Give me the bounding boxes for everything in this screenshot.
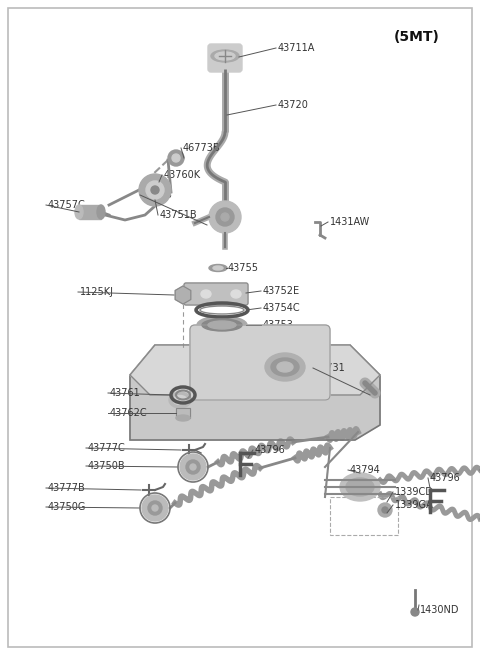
Polygon shape xyxy=(175,286,191,304)
Text: 1430ND: 1430ND xyxy=(420,605,459,615)
Text: 43751B: 43751B xyxy=(160,210,198,220)
Ellipse shape xyxy=(340,473,380,501)
Text: 43752E: 43752E xyxy=(263,286,300,296)
Circle shape xyxy=(139,174,171,206)
FancyBboxPatch shape xyxy=(184,283,248,305)
Text: 46773B: 46773B xyxy=(183,143,221,153)
Circle shape xyxy=(186,460,200,474)
Text: 43750G: 43750G xyxy=(48,502,86,512)
Ellipse shape xyxy=(75,205,83,219)
Text: 43761: 43761 xyxy=(110,388,141,398)
Ellipse shape xyxy=(201,290,211,298)
Text: 43754C: 43754C xyxy=(263,303,300,313)
Text: 43753: 43753 xyxy=(263,320,294,330)
Circle shape xyxy=(411,608,419,616)
Text: 43796: 43796 xyxy=(430,473,461,483)
Text: (5MT): (5MT) xyxy=(394,30,440,44)
Text: 1339GA: 1339GA xyxy=(395,500,433,510)
Circle shape xyxy=(146,181,164,199)
FancyBboxPatch shape xyxy=(190,325,330,400)
Text: 43731: 43731 xyxy=(315,363,346,373)
Ellipse shape xyxy=(265,353,305,381)
Circle shape xyxy=(142,495,168,521)
Circle shape xyxy=(382,507,388,513)
Text: 43711A: 43711A xyxy=(278,43,315,53)
Circle shape xyxy=(148,501,162,515)
Text: 1125KJ: 1125KJ xyxy=(80,287,114,297)
Ellipse shape xyxy=(176,415,190,421)
Ellipse shape xyxy=(346,478,374,496)
Circle shape xyxy=(209,201,241,233)
Text: 43777B: 43777B xyxy=(48,483,86,493)
Ellipse shape xyxy=(277,362,293,372)
Text: 43796: 43796 xyxy=(255,445,286,455)
Ellipse shape xyxy=(97,205,105,219)
Circle shape xyxy=(151,186,159,194)
Bar xyxy=(176,408,190,418)
Circle shape xyxy=(378,503,392,517)
Circle shape xyxy=(152,505,158,511)
Circle shape xyxy=(172,154,180,162)
Text: 43755: 43755 xyxy=(228,263,259,273)
Circle shape xyxy=(190,464,196,470)
Circle shape xyxy=(168,150,184,166)
Text: 1431AW: 1431AW xyxy=(330,217,370,227)
Circle shape xyxy=(221,213,229,221)
Bar xyxy=(79,205,101,219)
Ellipse shape xyxy=(173,396,187,405)
Ellipse shape xyxy=(231,290,241,298)
Polygon shape xyxy=(130,345,380,440)
Text: 43757C: 43757C xyxy=(48,200,86,210)
Bar xyxy=(330,497,398,535)
Ellipse shape xyxy=(215,52,235,60)
Bar xyxy=(176,408,190,418)
Text: 43755: 43755 xyxy=(142,190,173,200)
Ellipse shape xyxy=(209,265,227,272)
Ellipse shape xyxy=(208,321,236,329)
Ellipse shape xyxy=(169,392,191,408)
Ellipse shape xyxy=(213,266,223,270)
Circle shape xyxy=(180,454,206,480)
Text: 43720: 43720 xyxy=(278,100,309,110)
FancyBboxPatch shape xyxy=(208,44,242,72)
Polygon shape xyxy=(130,345,380,395)
Ellipse shape xyxy=(271,358,299,376)
Ellipse shape xyxy=(197,316,247,334)
Text: 43762C: 43762C xyxy=(110,408,148,418)
Text: 43750B: 43750B xyxy=(88,461,126,471)
Text: 43794: 43794 xyxy=(350,465,381,475)
Text: 43777C: 43777C xyxy=(88,443,126,453)
Ellipse shape xyxy=(202,319,242,331)
Circle shape xyxy=(216,208,234,226)
Text: 43760K: 43760K xyxy=(164,170,201,180)
Text: 1339CD: 1339CD xyxy=(395,487,434,497)
Ellipse shape xyxy=(211,50,239,62)
